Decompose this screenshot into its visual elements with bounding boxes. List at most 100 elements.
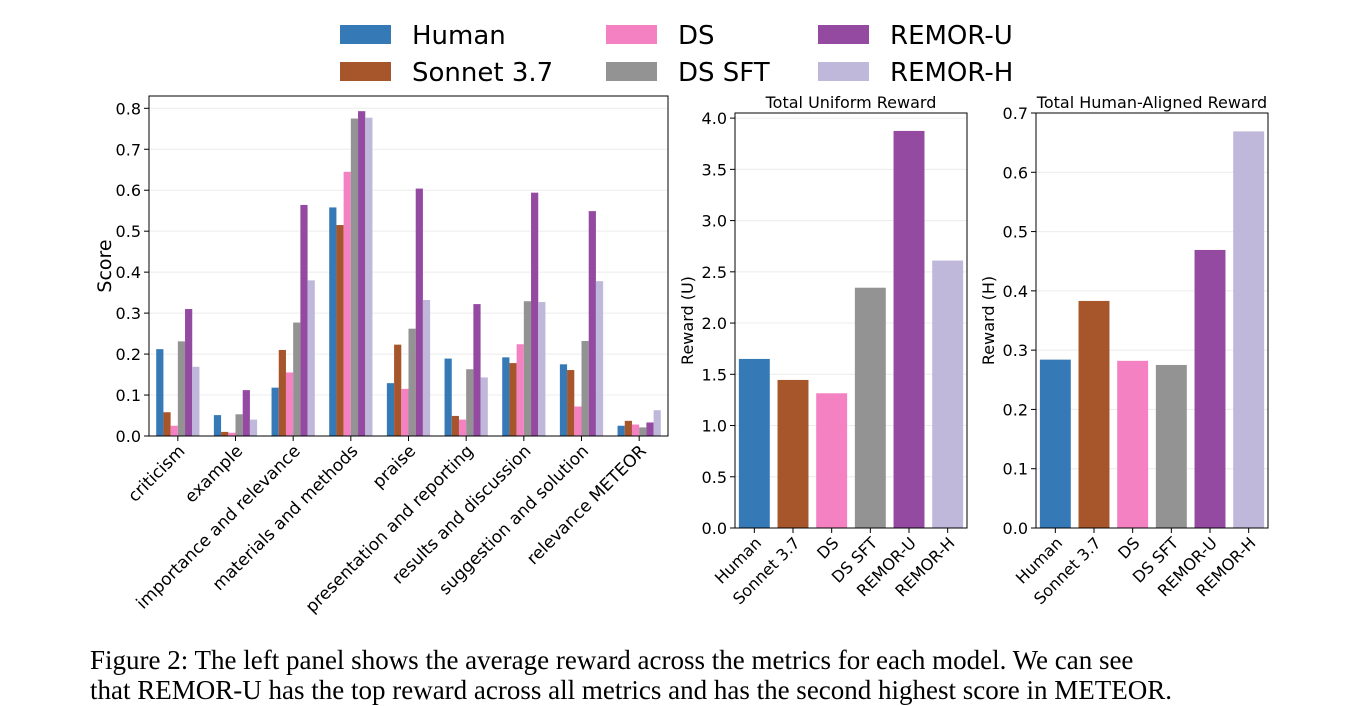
bar-sonnet-3-7-materials-and-methods <box>336 225 344 436</box>
bar-remor-h-criticism <box>192 366 200 436</box>
legend-label-sonnet-3-7: Sonnet 3.7 <box>412 58 553 88</box>
metric-scores-chart: 0.00.10.20.30.40.50.60.70.8criticismexam… <box>94 95 669 617</box>
bar-ds-sft-relevance-meteor <box>639 427 647 436</box>
bar-ds-relevance-meteor <box>631 424 640 436</box>
bar-remor-h-example <box>249 419 258 436</box>
bar-ds-sft-criticism <box>177 341 186 436</box>
y-tick-label: 2.0 <box>702 314 727 333</box>
y-tick-label: 0.5 <box>1003 223 1028 242</box>
bar-human-importance-and-relevance <box>271 387 279 436</box>
y-tick-label: 1.0 <box>702 417 727 436</box>
y-tick-label: 0.2 <box>116 345 141 364</box>
y-tick-label: 0.3 <box>116 304 141 323</box>
bar-remor-u-criticism <box>185 309 193 436</box>
bar-remor-u-relevance-meteor <box>646 422 654 436</box>
bar-sonnet-3-7-relevance-meteor <box>624 420 632 436</box>
bar-remor-u-example <box>242 390 250 436</box>
legend-swatch-remor-u <box>818 25 869 44</box>
y-tick-label: 0.1 <box>1003 460 1028 479</box>
bar-remor-h-praise <box>422 300 431 436</box>
bar-human-suggestion-and-solution <box>559 364 568 436</box>
legend-label-ds: DS <box>678 21 715 51</box>
y-tick-label: 0.0 <box>1003 519 1028 538</box>
bar-ds-sft-results-and-discussion <box>523 301 532 436</box>
bar-ds-materials-and-methods <box>343 171 351 436</box>
legend-label-human: Human <box>412 21 506 51</box>
y-axis-label: Reward (U) <box>678 276 697 365</box>
bar-human-materials-and-methods <box>329 207 337 436</box>
y-tick-label: 1.5 <box>702 365 727 384</box>
bar-ds-suggestion-and-solution <box>574 406 582 436</box>
bar-remor-u-results-and-discussion <box>531 192 539 436</box>
caption-line-1: Figure 2: The left panel shows the avera… <box>90 645 1134 675</box>
bar-sonnet-3-7-importance-and-relevance <box>278 349 286 436</box>
y-tick-label: 0.3 <box>1003 341 1028 360</box>
bar-ds-sft-praise <box>408 328 416 436</box>
bar-sonnet-3-7 <box>1078 300 1110 528</box>
bar-remor-u <box>893 130 925 528</box>
legend-swatch-human <box>340 25 391 44</box>
y-axis-label: Score <box>94 239 116 292</box>
bar-ds-praise <box>401 388 409 436</box>
bar-sonnet-3-7 <box>777 379 809 528</box>
bar-remor-h <box>932 260 964 528</box>
bar-ds <box>1117 360 1149 528</box>
bar-ds-example <box>228 432 236 436</box>
bar-human-praise <box>386 383 395 436</box>
y-tick-label: 0.1 <box>116 386 141 405</box>
legend-swatch-ds-sft <box>606 62 657 81</box>
y-tick-label: 0.4 <box>1003 282 1028 301</box>
y-tick-label: 3.5 <box>702 160 727 179</box>
legend-swatch-remor-h <box>818 62 869 81</box>
bar-ds-sft-suggestion-and-solution <box>581 340 589 436</box>
y-tick-label: 4.0 <box>702 109 727 128</box>
y-tick-label: 0.0 <box>702 519 727 538</box>
bar-sonnet-3-7-praise <box>394 344 402 436</box>
x-tick-label-criticism: criticism <box>124 441 189 506</box>
x-tick-label-ds: DS <box>1114 533 1143 562</box>
bar-remor-u-suggestion-and-solution <box>588 211 596 436</box>
bar-sonnet-3-7-example <box>221 431 229 436</box>
bar-remor-u <box>1194 249 1226 528</box>
y-tick-label: 0.5 <box>116 222 141 241</box>
caption-line-2: that REMOR-U has the top reward across a… <box>90 675 1172 705</box>
legend-label-remor-u: REMOR-U <box>890 21 1013 51</box>
y-tick-label: 0.6 <box>1003 163 1028 182</box>
bar-ds-sft <box>1155 364 1187 528</box>
bar-sonnet-3-7-presentation-and-reporting <box>451 415 459 436</box>
bar-remor-h-importance-and-relevance <box>307 280 315 436</box>
bar-ds-presentation-and-reporting <box>458 419 467 436</box>
legend-label-ds-sft: DS SFT <box>678 58 770 88</box>
bar-remor-h-presentation-and-reporting <box>480 377 488 436</box>
bar-human-criticism <box>156 349 164 436</box>
bar-human-example <box>213 415 222 436</box>
bar-remor-u-presentation-and-reporting <box>473 304 481 436</box>
bar-remor-h-results-and-discussion <box>538 302 546 436</box>
bar-remor-h-relevance-meteor <box>653 410 661 436</box>
y-tick-label: 0.2 <box>1003 400 1028 419</box>
bar-ds-sft-materials-and-methods <box>350 118 359 436</box>
y-tick-label: 0.8 <box>116 99 141 118</box>
figure-caption: Figure 2: The left panel shows the avera… <box>90 645 1290 705</box>
bar-remor-h <box>1233 131 1265 528</box>
bar-ds <box>816 393 848 528</box>
bar-remor-u-materials-and-methods <box>358 111 366 437</box>
legend: Human Sonnet 3.7 DS DS SFT REMOR-U REMOR-H <box>340 21 1013 88</box>
bar-sonnet-3-7-criticism <box>163 412 171 436</box>
bar-sonnet-3-7-suggestion-and-solution <box>567 370 575 436</box>
bar-remor-h-materials-and-methods <box>365 117 373 436</box>
y-tick-label: 2.5 <box>702 263 727 282</box>
y-tick-label: 0.0 <box>116 427 141 446</box>
y-tick-label: 0.6 <box>116 181 141 200</box>
axes-frame <box>148 95 669 437</box>
bar-ds-sft <box>854 287 886 528</box>
bar-sonnet-3-7-results-and-discussion <box>509 363 517 436</box>
legend-label-remor-h: REMOR-H <box>890 58 1013 88</box>
bar-human <box>738 358 770 528</box>
bar-human <box>1039 359 1071 528</box>
y-tick-label: 0.5 <box>702 468 727 487</box>
axes-frame <box>734 112 968 529</box>
